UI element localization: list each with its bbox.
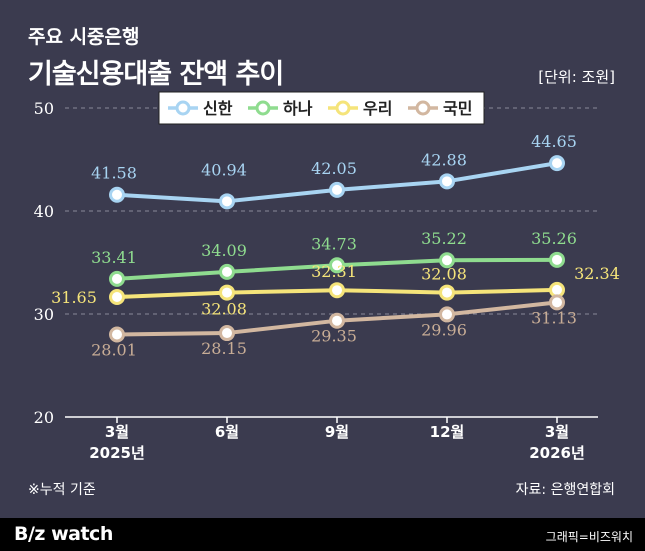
data-label: 42.05: [311, 159, 357, 178]
legend-label: 우리: [363, 99, 392, 118]
legend-swatch-marker: [415, 100, 431, 116]
data-point: [549, 155, 565, 172]
x-tick-year-label: 2025년: [89, 444, 145, 462]
x-tick-label: 9월: [325, 423, 349, 441]
data-label: 32.08: [201, 300, 247, 319]
data-label: 28.01: [91, 340, 137, 359]
y-tick-label: 40: [34, 202, 54, 221]
data-point: [439, 252, 455, 269]
data-point: [219, 263, 235, 280]
data-label: 29.96: [421, 320, 467, 339]
data-point: [109, 270, 125, 287]
data-label: 32.31: [311, 262, 357, 281]
data-point: [439, 306, 455, 323]
data-point: [439, 173, 455, 190]
x-tick-year-label: 2026년: [529, 444, 585, 462]
data-point: [329, 312, 345, 329]
data-point: [109, 289, 125, 306]
data-label: 32.08: [421, 265, 467, 284]
data-label: 32.34: [574, 264, 620, 283]
data-label: 41.58: [91, 164, 137, 183]
x-tick-label: 3월: [105, 423, 129, 441]
data-label: 35.22: [421, 229, 467, 248]
data-label: 40.94: [201, 160, 247, 179]
footer-bar: B/z watch 그래픽=비즈워치: [0, 518, 645, 551]
graphic-credit: 그래픽=비즈워치: [545, 530, 633, 544]
data-point: [109, 186, 125, 203]
chart-subtitle: 주요 시중은행: [28, 26, 140, 48]
source-label: 자료: 은행연합회: [515, 482, 615, 498]
chart-title: 기술신용대출 잔액 추이: [28, 59, 284, 90]
footnote: ※누적 기준: [28, 482, 96, 498]
data-point: [329, 181, 345, 198]
data-label: 42.88: [421, 150, 467, 169]
unit-label: [단위: 조원]: [538, 68, 615, 86]
legend-label: 국민: [443, 99, 472, 118]
data-point: [329, 282, 345, 299]
legend-label: 하나: [283, 99, 313, 118]
data-point: [219, 193, 235, 210]
data-point: [329, 257, 345, 274]
data-point: [549, 251, 565, 268]
data-label: 31.65: [51, 288, 97, 307]
data-point: [549, 294, 565, 311]
data-label: 34.09: [201, 241, 247, 260]
x-tick-label: 3월: [545, 423, 569, 441]
data-label: 35.26: [531, 229, 577, 248]
x-tick-label: 6월: [215, 423, 239, 441]
y-tick-label: 50: [34, 99, 54, 118]
x-tick-label: 12월: [430, 423, 465, 441]
y-tick-label: 30: [34, 305, 54, 324]
line-chart: 20 30 40 50 3월 2025년 6월 9월 12월 3월 2026년 신한 하나 우리 국민 41.…: [34, 91, 620, 462]
data-point: [439, 284, 455, 301]
legend-label: 신한: [203, 99, 233, 118]
data-label: 33.41: [91, 248, 137, 267]
data-label: 34.73: [311, 234, 357, 253]
data-label: 44.65: [531, 132, 577, 151]
data-label: 29.35: [311, 327, 357, 346]
data-label: 28.15: [201, 339, 247, 358]
legend-swatch-marker: [175, 100, 191, 116]
data-point: [109, 326, 125, 343]
legend-swatch-marker: [255, 100, 271, 116]
data-label: 31.13: [531, 308, 577, 327]
data-point: [219, 325, 235, 342]
brand-logo: B/z watch: [14, 523, 113, 545]
y-tick-label: 20: [34, 408, 54, 427]
data-point: [219, 284, 235, 301]
legend-swatch-marker: [335, 100, 351, 116]
